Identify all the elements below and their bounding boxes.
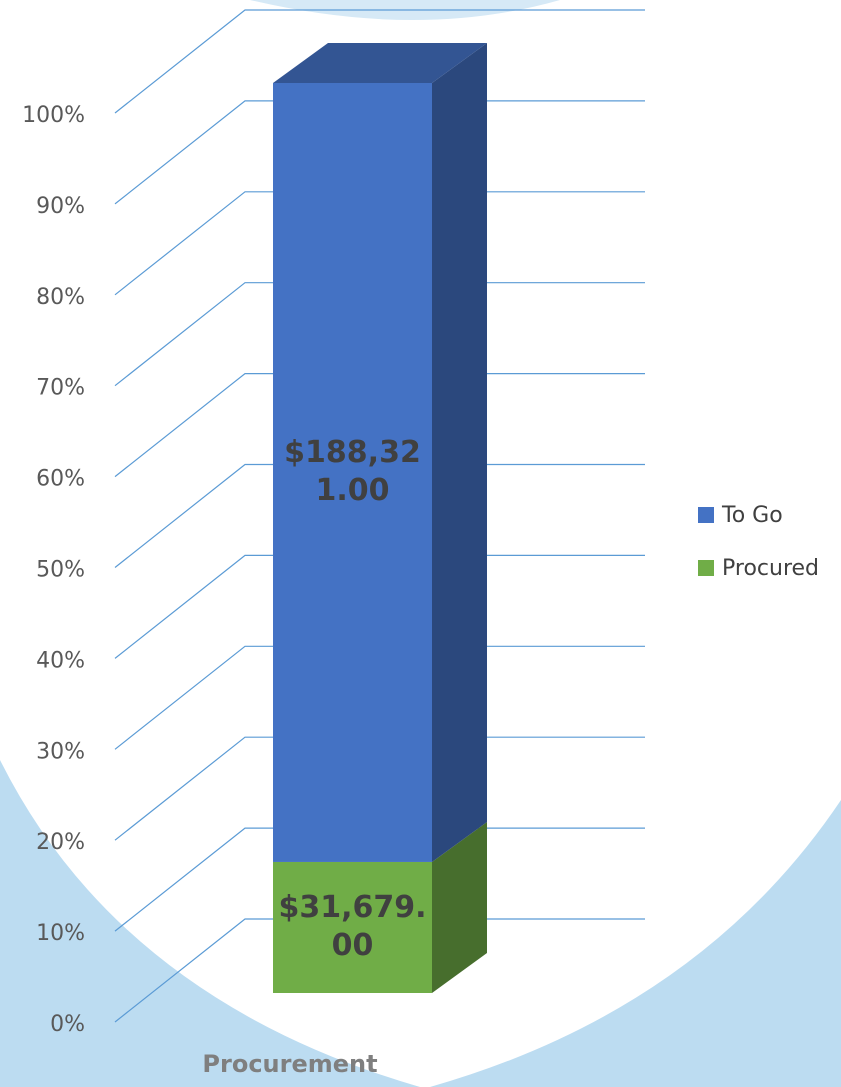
bg-shape	[430, 800, 841, 1087]
y-tick-label: 10%	[36, 921, 85, 946]
grid-line	[114, 373, 645, 478]
grid-line	[114, 463, 645, 568]
bar-top	[273, 43, 487, 83]
grid-line	[114, 645, 645, 750]
grid-line	[114, 9, 645, 114]
y-tick-label: 20%	[36, 830, 85, 855]
legend-label: Procured	[722, 556, 819, 581]
y-tick-label: 90%	[36, 194, 85, 219]
bar-front	[273, 861, 432, 993]
y-tick-label: 100%	[22, 103, 85, 128]
grid-line	[114, 918, 645, 1023]
bar-side	[432, 43, 487, 862]
grid-line	[114, 191, 645, 296]
bar-front	[273, 83, 432, 862]
grid-line	[114, 282, 645, 387]
legend-swatch	[698, 560, 714, 576]
grid-line	[114, 736, 645, 841]
grid-line	[114, 554, 645, 659]
y-tick-label: 50%	[36, 558, 85, 583]
y-tick-label: 80%	[36, 285, 85, 310]
bar-side	[432, 821, 487, 993]
grid-line	[114, 827, 645, 932]
y-tick-label: 40%	[36, 648, 85, 673]
value-label: $188,321.00	[284, 435, 421, 509]
bg-shape	[0, 760, 420, 1087]
value-label: $31,679.00	[278, 890, 427, 964]
x-tick-label: Procurement	[202, 1050, 377, 1078]
grid-line	[114, 100, 645, 205]
legend-swatch	[698, 507, 714, 523]
y-tick-label: 30%	[36, 739, 85, 764]
legend-label: To Go	[721, 503, 783, 528]
y-tick-label: 0%	[50, 1012, 85, 1037]
y-tick-label: 60%	[36, 467, 85, 492]
y-tick-label: 70%	[36, 376, 85, 401]
